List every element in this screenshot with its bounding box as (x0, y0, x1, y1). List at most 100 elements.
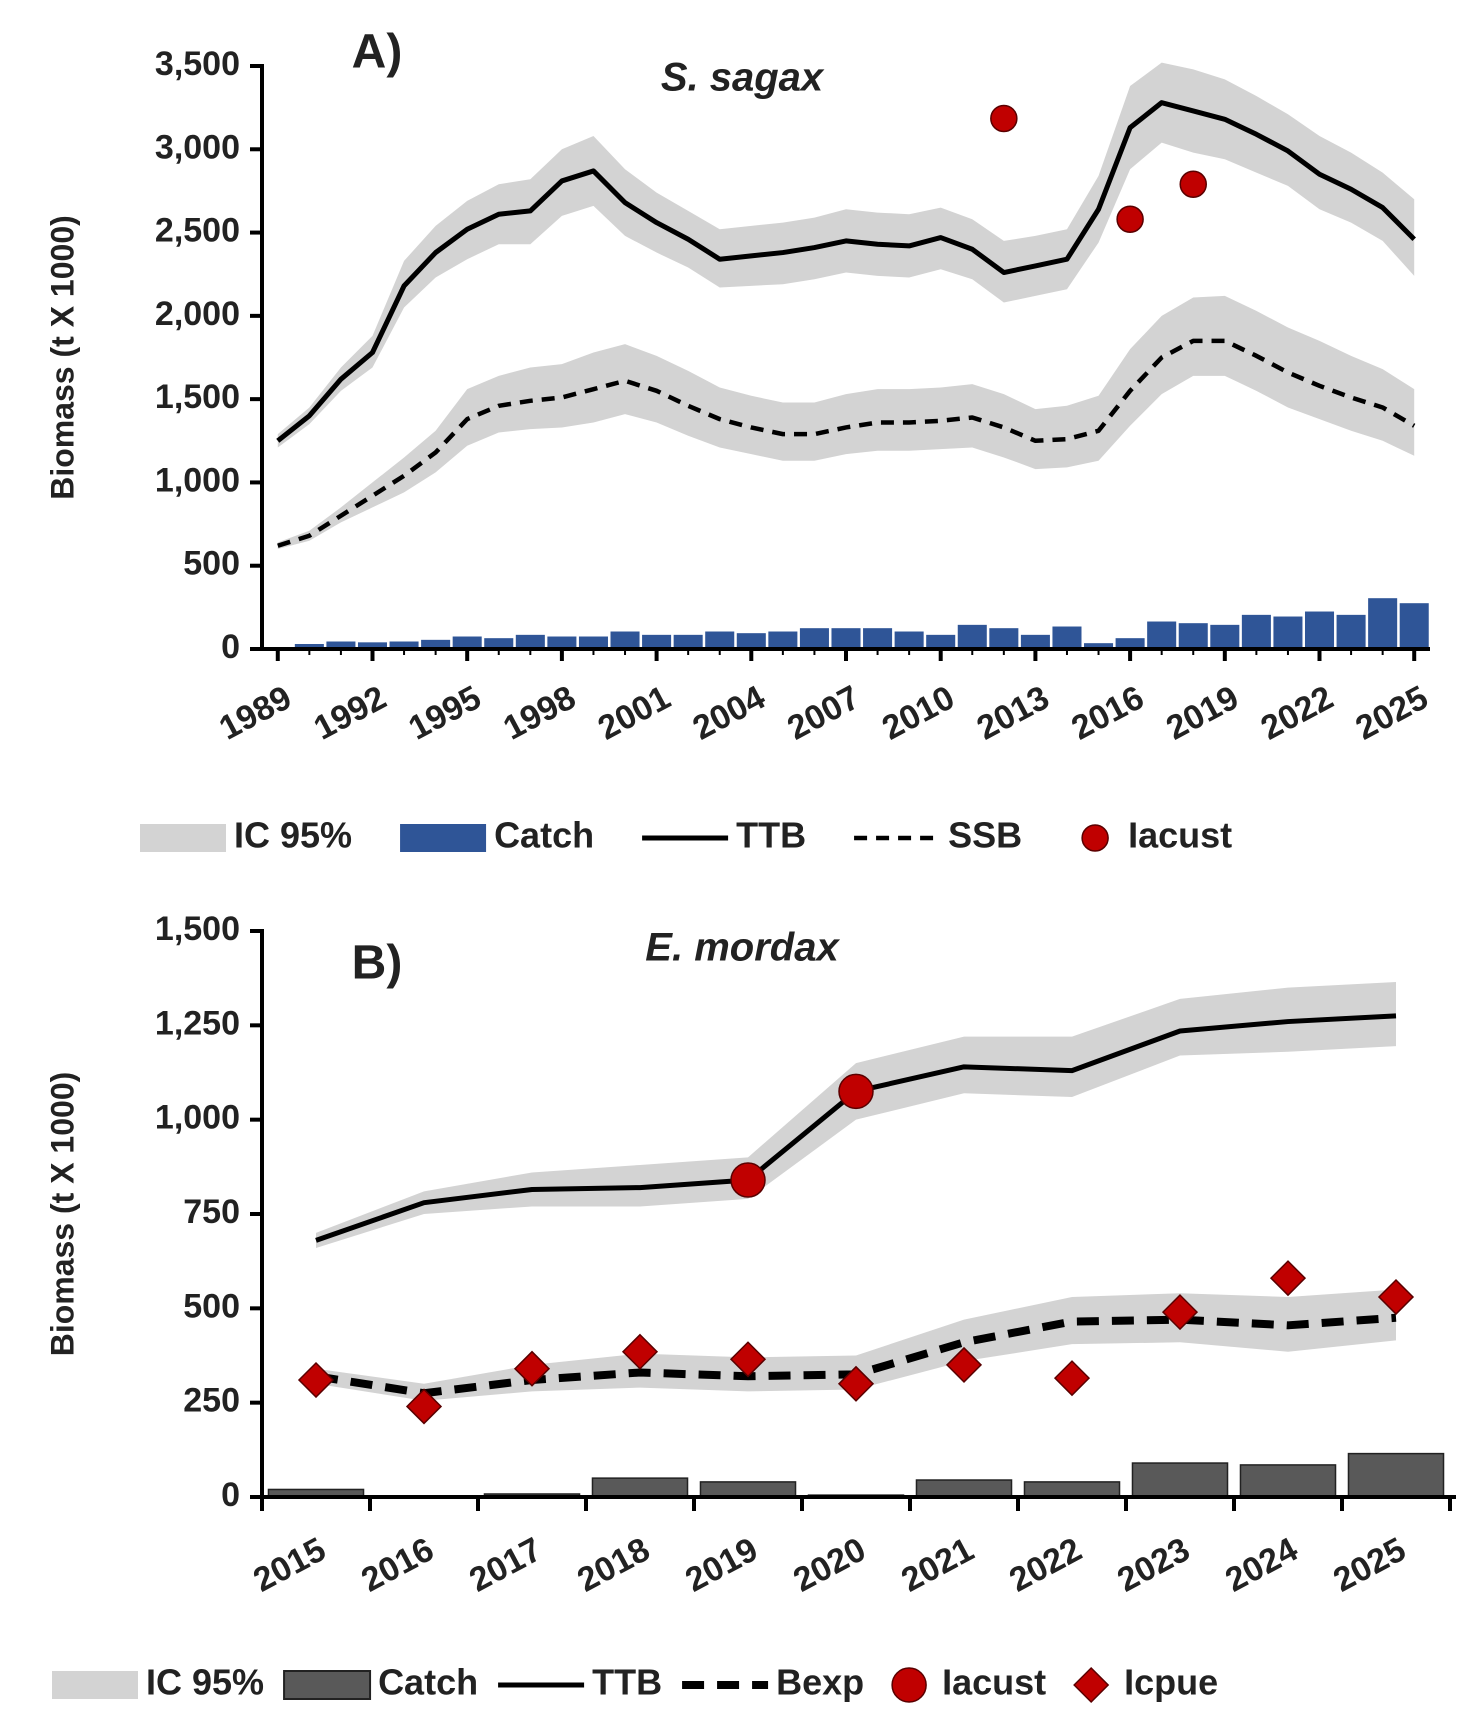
legend-swatch (1073, 1666, 1110, 1704)
catch-bar (831, 628, 861, 649)
x-tick-label: 1992 (308, 678, 393, 747)
x-tick-label: 2015 (247, 1530, 332, 1599)
legend-swatch (140, 824, 226, 852)
catch-bar (957, 624, 987, 649)
panel-label: B) (352, 937, 403, 990)
x-tick-label: 2017 (463, 1530, 548, 1599)
y-tick-label: 0 (221, 628, 240, 666)
x-tick-label: 2018 (571, 1530, 656, 1599)
x-tick-label: 1995 (403, 678, 488, 747)
catch-bar (1347, 1452, 1445, 1498)
chart-title: S. sagax (661, 56, 825, 100)
y-tick-label: 750 (183, 1193, 240, 1231)
catch-bar (673, 634, 703, 649)
x-tick-label: 2021 (895, 1530, 980, 1599)
catch-bar (1304, 611, 1335, 649)
ci-band (316, 981, 1396, 1248)
catch-bar (736, 633, 766, 649)
y-tick-label: 1,000 (155, 461, 240, 499)
catch-bar (1023, 1481, 1121, 1498)
y-tick-label: 1,250 (155, 1004, 240, 1042)
catch-bar (389, 641, 419, 649)
catch-bar (1399, 603, 1429, 649)
x-tick-label: 2016 (355, 1530, 440, 1599)
legend-label: Icpue (1124, 1662, 1218, 1703)
diamond-marker (1053, 1360, 1091, 1397)
y-tick-label: 250 (183, 1382, 240, 1420)
catch-bar (894, 631, 924, 649)
circle-marker (990, 104, 1018, 133)
dashed-line (277, 338, 1416, 548)
catch-bar (768, 631, 798, 649)
catch-bar (699, 1481, 797, 1498)
catch-bar (989, 628, 1019, 649)
x-tick-label: 2024 (1219, 1530, 1304, 1599)
catch-bar (294, 644, 324, 649)
catch-bar (1368, 598, 1398, 649)
diamond-marker (1161, 1294, 1199, 1331)
x-tick-label: 2020 (787, 1530, 872, 1599)
circle-marker (730, 1162, 766, 1198)
diamond-marker (621, 1333, 659, 1370)
catch-bar (421, 639, 451, 649)
legend-label: SSB (948, 815, 1022, 856)
legend-label: IC 95% (146, 1662, 264, 1703)
y-tick-label: 1,000 (155, 1099, 240, 1137)
diamond-marker (1377, 1278, 1415, 1316)
legend-swatch (52, 1671, 138, 1699)
legend-label: Iacust (1128, 815, 1232, 856)
legend-swatch (400, 824, 487, 852)
catch-bar (1084, 643, 1114, 649)
catch-bar (1131, 1462, 1229, 1498)
x-tick-label: 2023 (1111, 1530, 1196, 1599)
catch-bar (357, 642, 388, 649)
legend-label: TTB (736, 815, 806, 856)
diamond-marker (297, 1361, 335, 1399)
catch-bar (1115, 638, 1145, 649)
x-tick-label: 2016 (1065, 678, 1150, 747)
y-tick-label: 500 (183, 1287, 240, 1325)
x-tick-label: 2010 (876, 678, 961, 747)
legend-label: Catch (378, 1662, 478, 1703)
catch-bar (1178, 623, 1208, 649)
diamond-marker (1269, 1260, 1307, 1297)
diamond-marker (945, 1346, 983, 1383)
panel-label: A) (352, 26, 403, 79)
legend-label: Iacust (942, 1662, 1046, 1703)
y-tick-label: 1,500 (155, 910, 240, 948)
diamond-marker (405, 1388, 443, 1425)
y-axis-label: Biomass (t X 1000) (44, 1072, 80, 1357)
legend-label: TTB (592, 1662, 662, 1703)
x-tick-label: 2004 (687, 678, 772, 747)
solid-line (276, 100, 1416, 443)
catch-bar (1336, 614, 1366, 649)
y-tick-label: 3,000 (155, 128, 240, 166)
x-tick-label: 2001 (592, 678, 677, 747)
legend-swatch (891, 1667, 927, 1703)
y-tick-label: 0 (221, 1476, 240, 1514)
catch-bar (591, 1477, 689, 1498)
x-tick-label: 1989 (213, 678, 298, 747)
circle-marker (1179, 170, 1207, 199)
ci-band (277, 62, 1415, 448)
x-tick-label: 2019 (679, 1530, 764, 1599)
catch-bar (705, 631, 735, 649)
catch-bar (547, 636, 577, 649)
x-tick-label: 2019 (1160, 678, 1245, 747)
y-tick-label: 3,500 (155, 45, 240, 83)
x-tick-label: 2013 (971, 678, 1056, 747)
catch-bar (1273, 616, 1303, 649)
catch-bar (1210, 624, 1240, 649)
ci-band (277, 295, 1415, 550)
x-tick-label: 2025 (1350, 678, 1435, 747)
catch-bar (1052, 626, 1082, 649)
catch-bar (484, 638, 514, 649)
catch-bar (578, 636, 608, 649)
legend-label: Bexp (776, 1662, 864, 1703)
y-tick-label: 2,500 (155, 212, 240, 250)
circle-marker (1116, 205, 1144, 233)
x-tick-label: 2007 (781, 678, 866, 747)
catch-bar (642, 634, 672, 649)
